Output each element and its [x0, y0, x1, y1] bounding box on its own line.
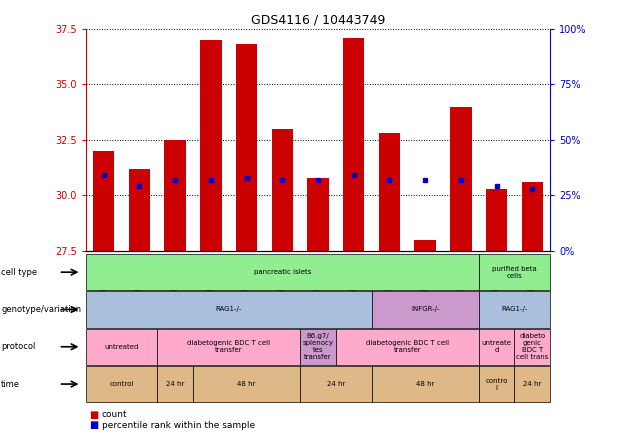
Text: protocol: protocol	[1, 342, 36, 351]
Text: genotype/variation: genotype/variation	[1, 305, 81, 314]
Bar	[307, 178, 329, 251]
Bar	[486, 189, 508, 251]
Text: time: time	[1, 380, 20, 388]
Text: RAG1-/-: RAG1-/-	[501, 306, 528, 313]
Text: cell type: cell type	[1, 268, 38, 277]
Bar	[522, 182, 543, 251]
Text: diabetogenic BDC T cell
transfer: diabetogenic BDC T cell transfer	[187, 340, 270, 353]
Text: percentile rank within the sample: percentile rank within the sample	[102, 421, 255, 430]
Text: purified beta
cells: purified beta cells	[492, 266, 537, 279]
Bar	[93, 151, 114, 251]
Bar	[165, 140, 186, 251]
Text: diabeto
genic
BDC T
cell trans: diabeto genic BDC T cell trans	[516, 333, 548, 360]
Text: ■: ■	[89, 420, 99, 430]
Text: B6.g7/
splenocy
tes
transfer: B6.g7/ splenocy tes transfer	[303, 333, 333, 360]
Bar	[272, 129, 293, 251]
Bar	[200, 40, 221, 251]
Text: 48 hr: 48 hr	[416, 381, 434, 387]
Text: untreated: untreated	[104, 344, 139, 350]
Text: 24 hr: 24 hr	[523, 381, 541, 387]
Text: pancreatic islets: pancreatic islets	[254, 269, 311, 275]
Text: 24 hr: 24 hr	[327, 381, 345, 387]
Text: RAG1-/-: RAG1-/-	[216, 306, 242, 313]
Text: diabetogenic BDC T cell
transfer: diabetogenic BDC T cell transfer	[366, 340, 449, 353]
Text: untreate
d: untreate d	[481, 340, 511, 353]
Text: 24 hr: 24 hr	[166, 381, 184, 387]
Text: contro
l: contro l	[485, 377, 508, 391]
Text: 48 hr: 48 hr	[237, 381, 256, 387]
Bar	[236, 44, 258, 251]
Bar	[450, 107, 471, 251]
Title: GDS4116 / 10443749: GDS4116 / 10443749	[251, 13, 385, 26]
Text: ■: ■	[89, 410, 99, 420]
Bar	[415, 240, 436, 251]
Text: count: count	[102, 410, 127, 419]
Bar	[343, 38, 364, 251]
Text: INFGR-/-: INFGR-/-	[411, 306, 439, 313]
Bar	[128, 169, 150, 251]
Bar	[378, 133, 400, 251]
Text: control: control	[109, 381, 134, 387]
